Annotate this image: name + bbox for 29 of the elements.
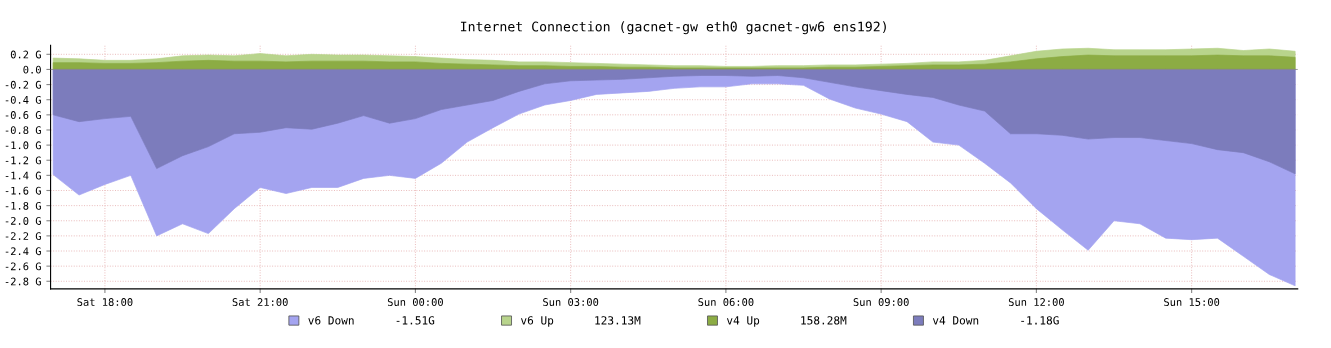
y-tick-label: -2.8 G [5, 277, 41, 286]
chart-title: Internet Connection (gacnet-gw eth0 gacnet-gw6 ens192) [460, 21, 886, 35]
y-tick-label: -2.4 G [5, 247, 41, 256]
y-tick-label: -1.4 G [5, 171, 41, 180]
x-tick-label: Sun 03:00 [543, 298, 599, 306]
x-tick-label: Sat 18:00 [77, 298, 133, 306]
x-tick-label: Sun 12:00 [1008, 298, 1064, 306]
y-tick-label: 0.0 [23, 65, 41, 74]
x-tick-label: Sun 06:00 [698, 298, 754, 306]
y-tick-label: -1.0 G [5, 141, 41, 150]
y-tick-label: -0.6 G [5, 111, 41, 119]
x-tick-label: Sun 09:00 [853, 298, 909, 306]
y-tick-label: -2.2 G [5, 232, 41, 241]
y-tick-label: -1.2 G [5, 156, 41, 165]
y-tick-label: -1.8 G [5, 201, 41, 210]
y-tick-label: -0.4 G [5, 95, 41, 104]
y-tick-label: -0.2 G [5, 80, 41, 89]
legend-label: v6 Down -1.51G [308, 316, 435, 325]
x-tick-label: Sat 21:00 [232, 298, 288, 306]
x-tick-label: Sun 00:00 [387, 298, 443, 306]
y-tick-label: -1.6 G [5, 186, 41, 195]
y-tick-label: -2.0 G [5, 217, 41, 225]
x-tick-label: Sun 15:00 [1164, 298, 1220, 306]
y-tick-label: -2.6 G [5, 262, 41, 271]
legend-label: v4 Down -1.18G [932, 316, 1059, 325]
y-tick-label: 0.2 G [10, 50, 41, 59]
legend-label: v6 Up 123.13M [520, 316, 641, 327]
y-tick-label: -0.8 G [5, 126, 41, 135]
legend-label: v4 Up 158.28M [726, 316, 847, 327]
